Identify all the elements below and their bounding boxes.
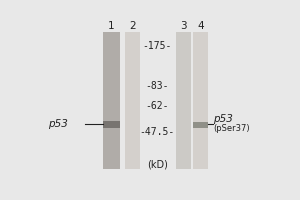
Text: p53: p53 — [213, 114, 233, 124]
Bar — [193, 122, 208, 128]
Bar — [125, 32, 140, 169]
Text: 2: 2 — [129, 21, 136, 31]
Text: -83-: -83- — [146, 81, 169, 91]
Text: (pSer37): (pSer37) — [213, 124, 250, 133]
Text: 4: 4 — [197, 21, 204, 31]
Bar — [103, 121, 120, 128]
Text: 1: 1 — [108, 21, 115, 31]
Text: -62-: -62- — [146, 101, 169, 111]
Text: (kD): (kD) — [147, 159, 168, 169]
Text: p53: p53 — [48, 119, 68, 129]
Bar — [103, 32, 120, 169]
Text: 3: 3 — [180, 21, 187, 31]
Bar — [193, 32, 208, 169]
Text: -175-: -175- — [142, 41, 172, 51]
Text: -47.5-: -47.5- — [140, 127, 175, 137]
Bar — [176, 32, 191, 169]
